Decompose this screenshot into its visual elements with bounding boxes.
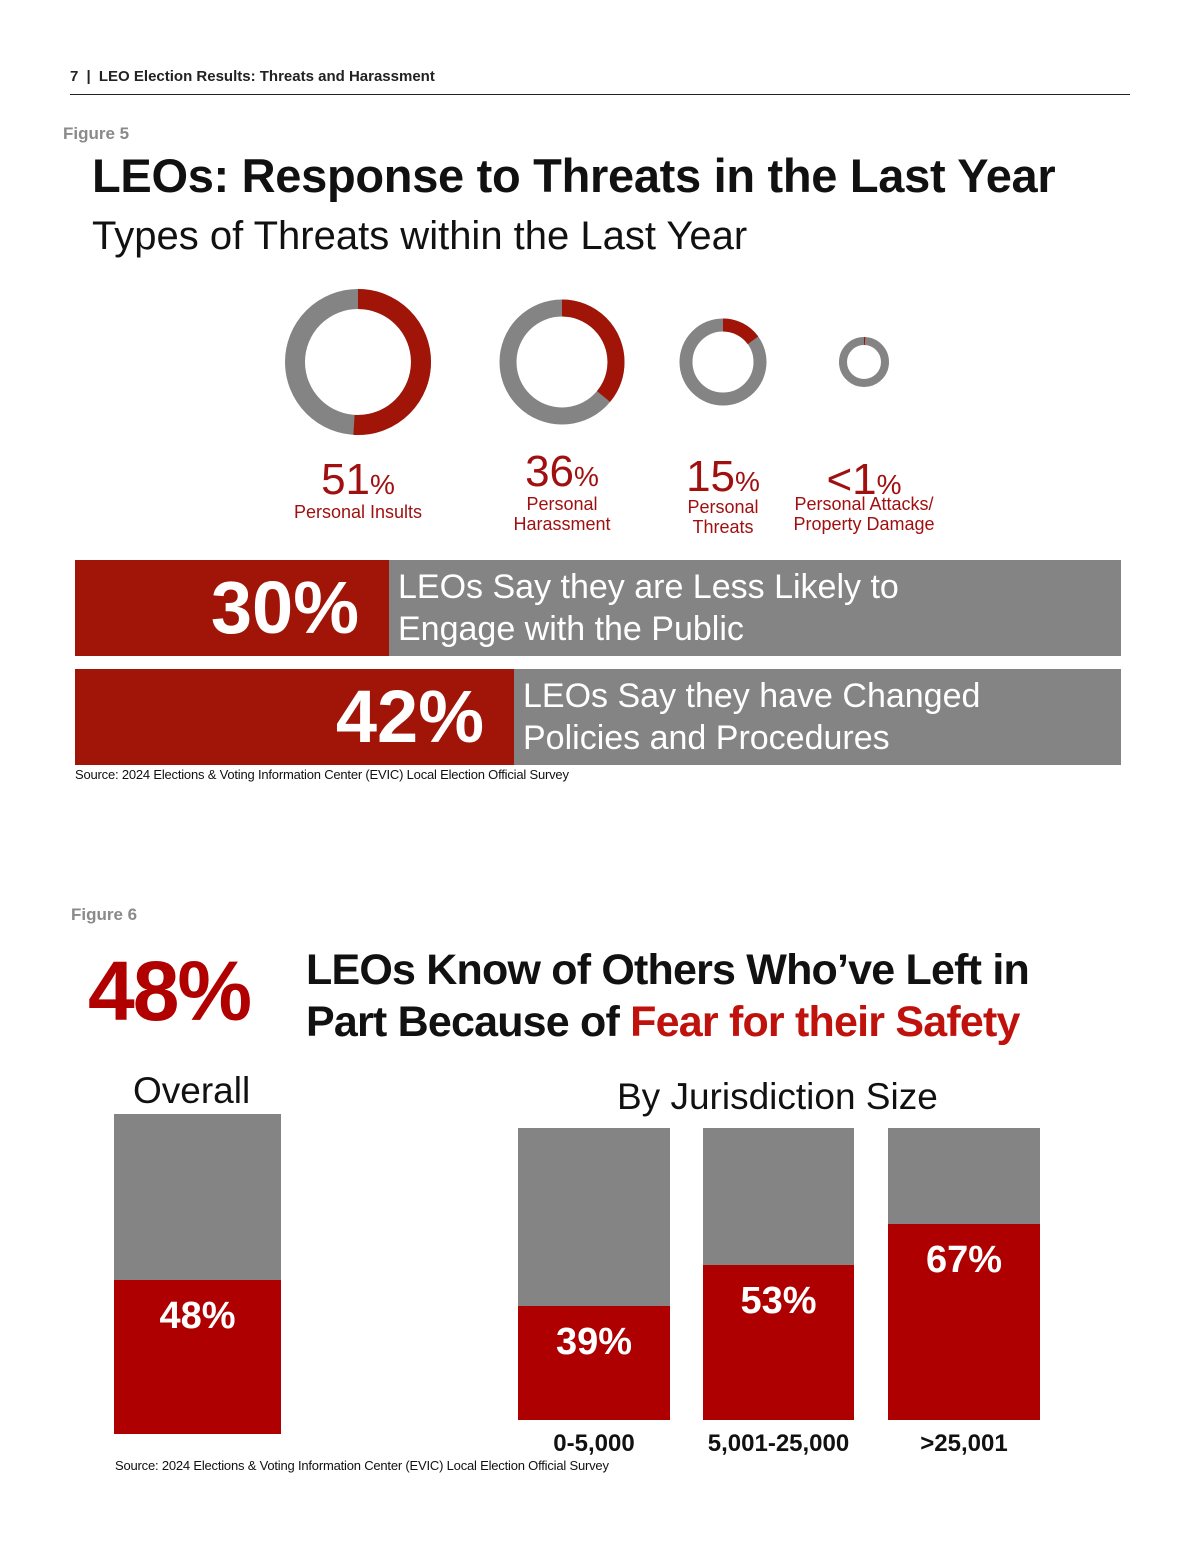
page-header: 7 | LEO Election Results: Threats and Ha… bbox=[70, 66, 1130, 95]
figure6-title-highlight: Fear for their Safety bbox=[630, 998, 1020, 1046]
bar-value-less-likely: 30% bbox=[210, 566, 359, 649]
vbar: 39% bbox=[518, 1128, 670, 1420]
bar-text-line: Policies and Procedures bbox=[523, 719, 890, 757]
bar-fill-less-likely bbox=[75, 560, 389, 656]
figure5-title: LEOs: Response to Threats in the Last Ye… bbox=[92, 149, 1056, 202]
page-number: 7 bbox=[70, 68, 79, 85]
vbar-value-label: 67% bbox=[925, 1239, 1003, 1281]
figure6-label: Figure 6 bbox=[71, 905, 138, 924]
vbar: 67% bbox=[888, 1128, 1040, 1420]
donut-caption: Personal Harassment bbox=[462, 494, 662, 534]
donut-caption-line: Property Damage bbox=[793, 514, 935, 534]
vbar-value-label: 48% bbox=[159, 1295, 236, 1337]
donut-caption: Personal Attacks/Property Damage bbox=[764, 494, 964, 534]
bar-text-less-likely: LEOs Say they are Less Likely to Engage … bbox=[398, 566, 899, 650]
donut-caption-line: Personal Insults bbox=[293, 502, 423, 522]
figure5-source: Source: 2024 Elections & Voting Informat… bbox=[75, 767, 569, 782]
figure6-title-line2: Part Because of Fear for their Safety bbox=[306, 998, 1020, 1046]
vbar-value-label: 39% bbox=[555, 1321, 633, 1363]
donut-caption-line: Threats bbox=[692, 517, 754, 537]
vbar-category-label: 5,001-25,000 bbox=[707, 1430, 850, 1457]
figure5-subtitle: Types of Threats within the Last Year bbox=[92, 214, 748, 258]
donut-value-label: 15% bbox=[643, 455, 803, 499]
donut-segment bbox=[679, 318, 767, 406]
bar-text-changed-policies: LEOs Say they have Changed Policies and … bbox=[523, 675, 980, 759]
jurisdiction-heading: By Jurisdiction Size bbox=[617, 1076, 938, 1117]
vbar-fill bbox=[703, 1265, 854, 1420]
figure6-title-line1: LEOs Know of Others Who’ve Left in bbox=[306, 946, 1030, 994]
vbar-category-label: 0-5,000 bbox=[553, 1430, 635, 1457]
donut-segment bbox=[839, 337, 889, 387]
donut-value: 51 bbox=[321, 455, 371, 504]
donut-value-label: 36% bbox=[482, 450, 642, 494]
figure6-title: LEOs Know of Others Who’ve Left in Part … bbox=[306, 944, 1030, 1048]
header-separator: | bbox=[86, 68, 91, 85]
donut-value: <1 bbox=[826, 455, 877, 504]
vbar: 53% bbox=[703, 1128, 854, 1420]
donut-segment bbox=[285, 289, 431, 435]
vbar-fill bbox=[114, 1280, 281, 1434]
donut-chart bbox=[285, 289, 889, 435]
vbar-fill bbox=[888, 1224, 1040, 1420]
figure6-big-percent: 48% bbox=[88, 944, 252, 1038]
donut-percent-sign: % bbox=[876, 469, 902, 500]
vbar-fill bbox=[518, 1306, 670, 1420]
donut-caption-line: Personal bbox=[526, 494, 598, 514]
donut-segment bbox=[499, 299, 625, 425]
donut-value: 15 bbox=[686, 452, 736, 501]
donut-caption-line: Personal Attacks/ bbox=[794, 494, 934, 514]
vbar-value-label: 53% bbox=[740, 1280, 817, 1322]
donut-percent-sign: % bbox=[574, 461, 599, 492]
bar-fill-changed-policies bbox=[75, 669, 514, 765]
donut-value-label: <1% bbox=[784, 458, 944, 502]
donut-caption: Personal Threats bbox=[623, 497, 823, 537]
bar-row-changed-policies: 42% LEOs Say they have Changed Policies … bbox=[75, 669, 1121, 765]
donut-percent-sign: % bbox=[735, 466, 760, 497]
vbar: 48% bbox=[114, 1114, 281, 1434]
bar-row-less-likely: 30% LEOs Say they are Less Likely to Eng… bbox=[75, 560, 1121, 656]
donut-value-label: 51% bbox=[278, 458, 438, 502]
donut-percent-sign: % bbox=[370, 469, 395, 500]
donut-value: 36 bbox=[525, 447, 575, 496]
donut-caption-line: Harassment bbox=[513, 514, 611, 534]
header-title: LEO Election Results: Threats and Harass… bbox=[98, 68, 435, 85]
vbar-category-label: >25,001 bbox=[920, 1430, 1008, 1457]
overall-heading: Overall bbox=[133, 1070, 251, 1111]
donut-ring bbox=[839, 337, 889, 387]
bar-text-line: LEOs Say they are Less Likely to bbox=[398, 568, 899, 606]
donut-caption-line: Personal bbox=[687, 497, 759, 517]
figure5-label: Figure 5 bbox=[63, 124, 130, 143]
bar-text-line: Engage with the Public bbox=[398, 610, 744, 648]
figure6-source: Source: 2024 Elections & Voting Informat… bbox=[115, 1458, 609, 1473]
donut-caption: Personal Insults bbox=[258, 502, 458, 522]
bar-value-changed-policies: 42% bbox=[335, 675, 484, 758]
bar-text-line: LEOs Say they have Changed bbox=[523, 677, 981, 715]
